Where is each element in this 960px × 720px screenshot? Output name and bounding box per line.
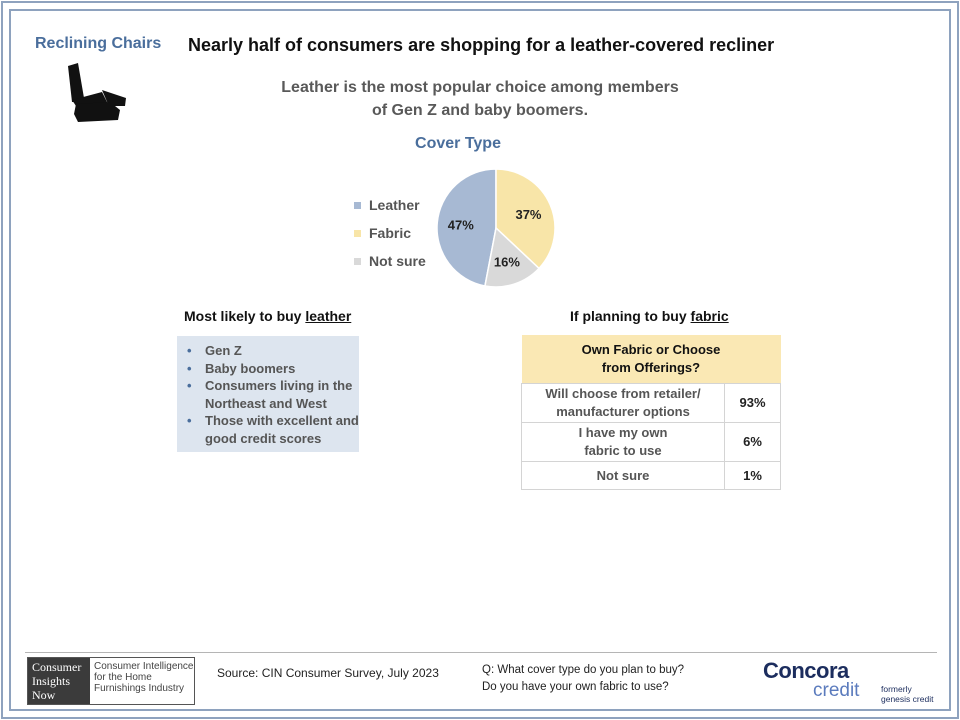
footer-divider	[25, 652, 937, 653]
cover-type-pie-chart: 47% 37% 16%	[436, 168, 556, 288]
fabric-panel-title-keyword: fabric	[690, 308, 729, 324]
chart-title: Cover Type	[415, 135, 501, 152]
fabric-panel-title: If planning to buy fabric	[570, 308, 729, 324]
legend-swatch-not-sure	[354, 257, 361, 265]
legend-swatch-leather	[354, 201, 361, 209]
pie-slice-not-sure	[484, 226, 541, 288]
table-row: Will choose from retailer/ manufacturer …	[521, 383, 781, 423]
pie-slice-fabric	[495, 168, 556, 270]
leather-panel-title-prefix: Most likely to buy	[184, 308, 306, 324]
recliner-chair-icon	[68, 63, 126, 122]
legend-label-not-sure: Not sure	[369, 253, 426, 269]
page-headline: Nearly half of consumers are shopping fo…	[188, 35, 775, 55]
row-value: 1%	[724, 461, 781, 490]
fabric-panel-title-prefix: If planning to buy	[570, 308, 691, 324]
row-label: Will choose from retailer/ manufacturer …	[521, 383, 725, 423]
list-item: • Baby boomers	[187, 360, 296, 376]
chart-legend: Leather Fabric Not sure	[354, 191, 426, 275]
row-value: 6%	[724, 422, 781, 462]
bullet-icon: •	[187, 343, 192, 358]
table-row: Not sure 1%	[521, 461, 781, 490]
legend-swatch-fabric	[354, 229, 361, 237]
cin-logo: Consumer Insights Now Consumer Intellige…	[27, 657, 195, 705]
bullet-icon: •	[187, 360, 192, 376]
chart-subtitle: Leather is the most popular choice among…	[260, 76, 700, 122]
survey-question: Q: What cover type do you plan to buy? D…	[482, 664, 685, 693]
cin-tagline: Consumer Intelligence for the Home Furni…	[94, 661, 194, 694]
section-label: Reclining Chairs	[35, 35, 162, 52]
brand-name: Concora	[763, 658, 849, 683]
legend-label-leather: Leather	[369, 197, 420, 213]
concora-credit-logo: Concora credit formerly genesis credit	[763, 658, 938, 704]
pie-data-label-leather: 47%	[448, 218, 474, 233]
source-note: Source: CIN Consumer Survey, July 2023	[217, 666, 439, 680]
subtitle-line-1: Leather is the most popular choice among…	[281, 79, 679, 96]
leather-buyers-list: • Gen Z • Baby boomers • Consumers living i…	[177, 336, 359, 452]
bullet-icon: •	[187, 378, 192, 393]
brand-tag: formerly genesis credit	[881, 684, 934, 704]
list-item: • Consumers living in the Northeast and W…	[187, 378, 353, 411]
legend-item-not-sure: Not sure	[354, 247, 426, 275]
bullet-icon: •	[187, 413, 192, 428]
legend-item-fabric: Fabric	[354, 219, 426, 247]
inner-frame	[9, 9, 951, 711]
legend-item-leather: Leather	[354, 191, 426, 219]
fabric-choice-table: Own Fabric or Choose from Offerings? Wil…	[521, 335, 781, 490]
row-label: Not sure	[521, 461, 725, 490]
list-item: • Those with excellent and good credit sc…	[187, 413, 359, 446]
table-header: Own Fabric or Choose from Offerings?	[521, 335, 781, 384]
subtitle-line-2: of Gen Z and baby boomers.	[371, 102, 589, 119]
row-label: I have my own fabric to use	[521, 422, 725, 462]
leather-panel-title: Most likely to buy leather	[184, 308, 351, 324]
leather-panel-title-keyword: leather	[305, 308, 352, 324]
pie-data-label-fabric: 37%	[515, 207, 541, 222]
brand-sub: credit	[813, 680, 860, 701]
table-row: I have my own fabric to use 6%	[521, 422, 781, 462]
pie-data-label-not-sure: 16%	[494, 255, 520, 270]
list-item: • Gen Z	[187, 343, 242, 358]
legend-label-fabric: Fabric	[369, 225, 412, 241]
pie-slice-leather	[436, 168, 497, 287]
row-value: 93%	[724, 383, 781, 423]
